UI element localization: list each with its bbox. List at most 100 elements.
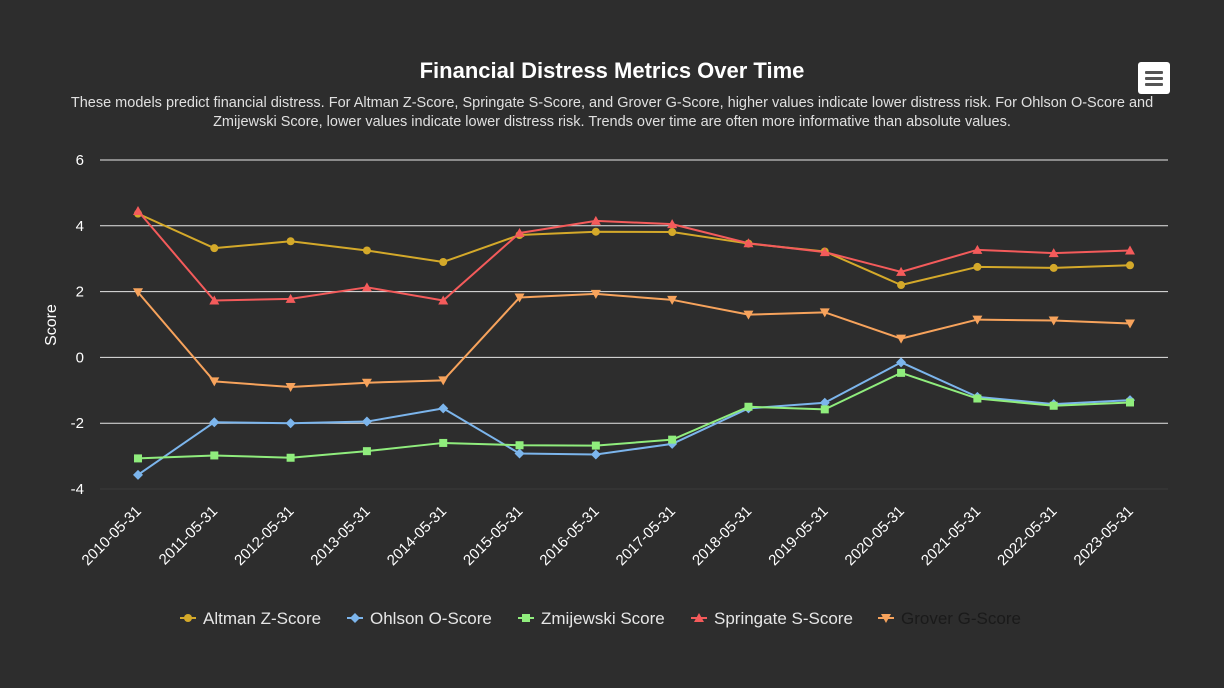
data-point[interactable] (819, 397, 830, 408)
x-tick-label: 2021-05-31 (918, 503, 984, 569)
data-point[interactable] (361, 416, 372, 427)
data-point[interactable] (361, 378, 372, 388)
data-point[interactable] (667, 295, 678, 305)
data-point[interactable] (210, 244, 219, 253)
series-line (137, 210, 1131, 302)
data-point[interactable] (1125, 319, 1135, 329)
data-point[interactable] (1048, 248, 1059, 258)
data-point[interactable] (897, 281, 906, 290)
data-point[interactable] (973, 262, 982, 271)
legend-item[interactable]: Ohlson O-Score (347, 609, 492, 628)
data-point[interactable] (514, 293, 525, 303)
legend-label: Altman Z-Score (203, 609, 321, 628)
x-tick-label: 2011-05-31 (156, 503, 221, 568)
data-point[interactable] (1126, 398, 1134, 407)
data-point[interactable] (897, 368, 906, 377)
data-point[interactable] (896, 266, 907, 276)
legend-symbol-marker (350, 613, 360, 623)
legend-item[interactable]: Springate S-Score (691, 609, 853, 628)
x-tick-label: 2020-05-31 (842, 503, 908, 569)
legend-item[interactable]: Altman Z-Score (180, 609, 321, 628)
series-line (137, 371, 1131, 460)
legend-label: Springate S-Score (714, 609, 853, 628)
series-springate-s-score (133, 205, 1135, 305)
legend-label: Ohlson O-Score (370, 609, 492, 628)
data-point[interactable] (896, 334, 907, 344)
data-point[interactable] (361, 282, 372, 292)
data-point[interactable] (439, 257, 448, 266)
hamburger-menu-icon-bar (1145, 82, 1163, 86)
data-point[interactable] (590, 289, 601, 299)
data-point[interactable] (515, 441, 524, 450)
data-point[interactable] (1125, 245, 1135, 255)
x-tick-label: 2016-05-31 (536, 503, 602, 569)
data-point[interactable] (590, 215, 601, 225)
series-grover-g-score (133, 288, 1135, 393)
y-axis-title: Score (43, 304, 60, 346)
data-point[interactable] (591, 227, 600, 236)
data-point[interactable] (743, 238, 754, 248)
legend-symbol-marker (881, 614, 891, 623)
data-point[interactable] (438, 376, 449, 386)
series-line (137, 361, 1131, 476)
data-point[interactable] (1126, 261, 1134, 270)
data-point[interactable] (133, 288, 143, 298)
data-point[interactable] (744, 402, 753, 411)
hamburger-menu-icon-bar (1145, 76, 1163, 80)
data-point[interactable] (438, 403, 449, 414)
chart-context-menu-button[interactable] (1138, 62, 1170, 94)
data-point[interactable] (1049, 263, 1058, 272)
data-point[interactable] (285, 293, 296, 303)
x-tick-label: 2013-05-31 (307, 503, 373, 569)
data-point[interactable] (286, 453, 295, 462)
data-point[interactable] (1048, 316, 1059, 326)
data-point[interactable] (819, 247, 830, 257)
data-point[interactable] (819, 308, 830, 318)
data-point[interactable] (514, 228, 525, 238)
data-point[interactable] (209, 377, 220, 387)
data-point[interactable] (514, 448, 525, 459)
legend-symbol-marker (694, 613, 704, 622)
data-point[interactable] (743, 310, 754, 320)
data-point[interactable] (133, 205, 143, 215)
data-point[interactable] (972, 315, 983, 325)
data-point[interactable] (820, 405, 829, 414)
data-point[interactable] (1049, 401, 1058, 410)
data-point[interactable] (285, 418, 296, 429)
data-point[interactable] (285, 383, 296, 393)
data-point[interactable] (209, 295, 220, 305)
x-tick-label: 2022-05-31 (994, 503, 1060, 569)
data-point[interactable] (667, 219, 678, 229)
gridlines (100, 159, 1168, 490)
data-point[interactable] (973, 394, 982, 403)
hamburger-menu-icon (1145, 70, 1163, 74)
x-tick-label: 2014-05-31 (384, 503, 450, 569)
data-point[interactable] (362, 246, 371, 255)
legend-label: Grover G-Score (901, 609, 1021, 628)
x-tick-label: 2019-05-31 (765, 503, 831, 569)
data-point[interactable] (591, 441, 600, 450)
x-axis-ticks: 2010-05-31 2011-05-31 2012-05-31 2013-05-31… (79, 503, 1137, 569)
data-point[interactable] (134, 454, 142, 463)
data-point[interactable] (972, 244, 983, 254)
data-point[interactable] (209, 417, 220, 428)
data-point[interactable] (210, 451, 219, 460)
data-point[interactable] (439, 438, 448, 447)
data-point[interactable] (668, 435, 677, 444)
legend-item[interactable]: Grover G-Score (878, 609, 1021, 628)
chart-title: Financial Distress Metrics Over Time (419, 58, 805, 83)
legend-item[interactable]: Zmijewski Score (518, 609, 665, 628)
series-line (137, 291, 1131, 389)
data-point[interactable] (896, 357, 907, 368)
data-point[interactable] (438, 295, 449, 305)
data-point[interactable] (362, 447, 371, 456)
data-point[interactable] (668, 228, 677, 237)
data-point[interactable] (133, 469, 143, 480)
data-point[interactable] (286, 237, 295, 246)
legend: Altman Z-Score Ohlson O-Score Zmijewski Sc… (180, 609, 1021, 628)
data-point[interactable] (590, 449, 601, 460)
x-tick-label: 2023-05-31 (1071, 503, 1137, 569)
series-ohlson-o-score (133, 357, 1135, 480)
legend-symbol-marker (184, 614, 192, 622)
